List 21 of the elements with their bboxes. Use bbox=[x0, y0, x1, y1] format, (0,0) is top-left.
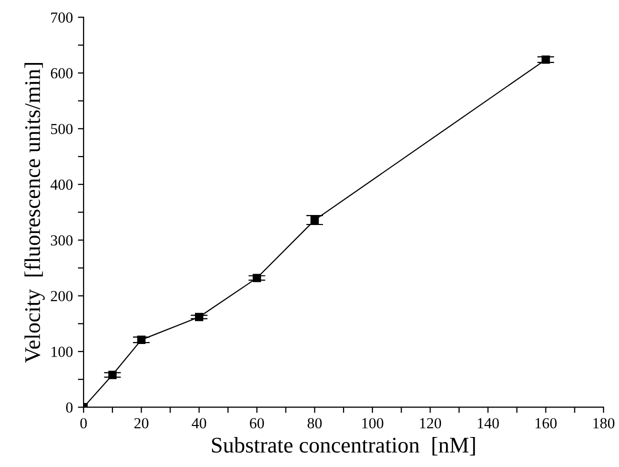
y-tick-label: 400 bbox=[50, 180, 73, 190]
y-tick-label: 200 bbox=[50, 290, 73, 302]
y-tick-label: 600 bbox=[50, 68, 73, 78]
x-tick-label: 100 bbox=[362, 418, 384, 428]
y-tick-label: 500 bbox=[51, 124, 73, 134]
x-tick-label: 60 bbox=[250, 418, 264, 428]
x-tick-label: 160 bbox=[536, 418, 557, 428]
y-tick-label: 700 bbox=[51, 12, 73, 23]
y-tick-label: 100 bbox=[52, 346, 73, 357]
x-tick-label: 140 bbox=[478, 418, 499, 428]
x-tick-label: 180 bbox=[593, 418, 614, 428]
x-tick-label: 20 bbox=[134, 418, 148, 428]
y-tick-label: 0 bbox=[66, 402, 73, 413]
y-tick-label: 300 bbox=[50, 235, 73, 246]
x-tick-label: 0 bbox=[80, 418, 87, 428]
x-tick-label: 40 bbox=[192, 418, 206, 428]
point bbox=[310, 216, 319, 224]
x-tick-label: 120 bbox=[420, 418, 442, 428]
x-axis-title: Substrate concentration [nM] bbox=[212, 437, 475, 456]
y-axis-title: Velocity [fluorescence units/min] bbox=[24, 63, 45, 363]
x-tick-label: 80 bbox=[308, 418, 322, 428]
